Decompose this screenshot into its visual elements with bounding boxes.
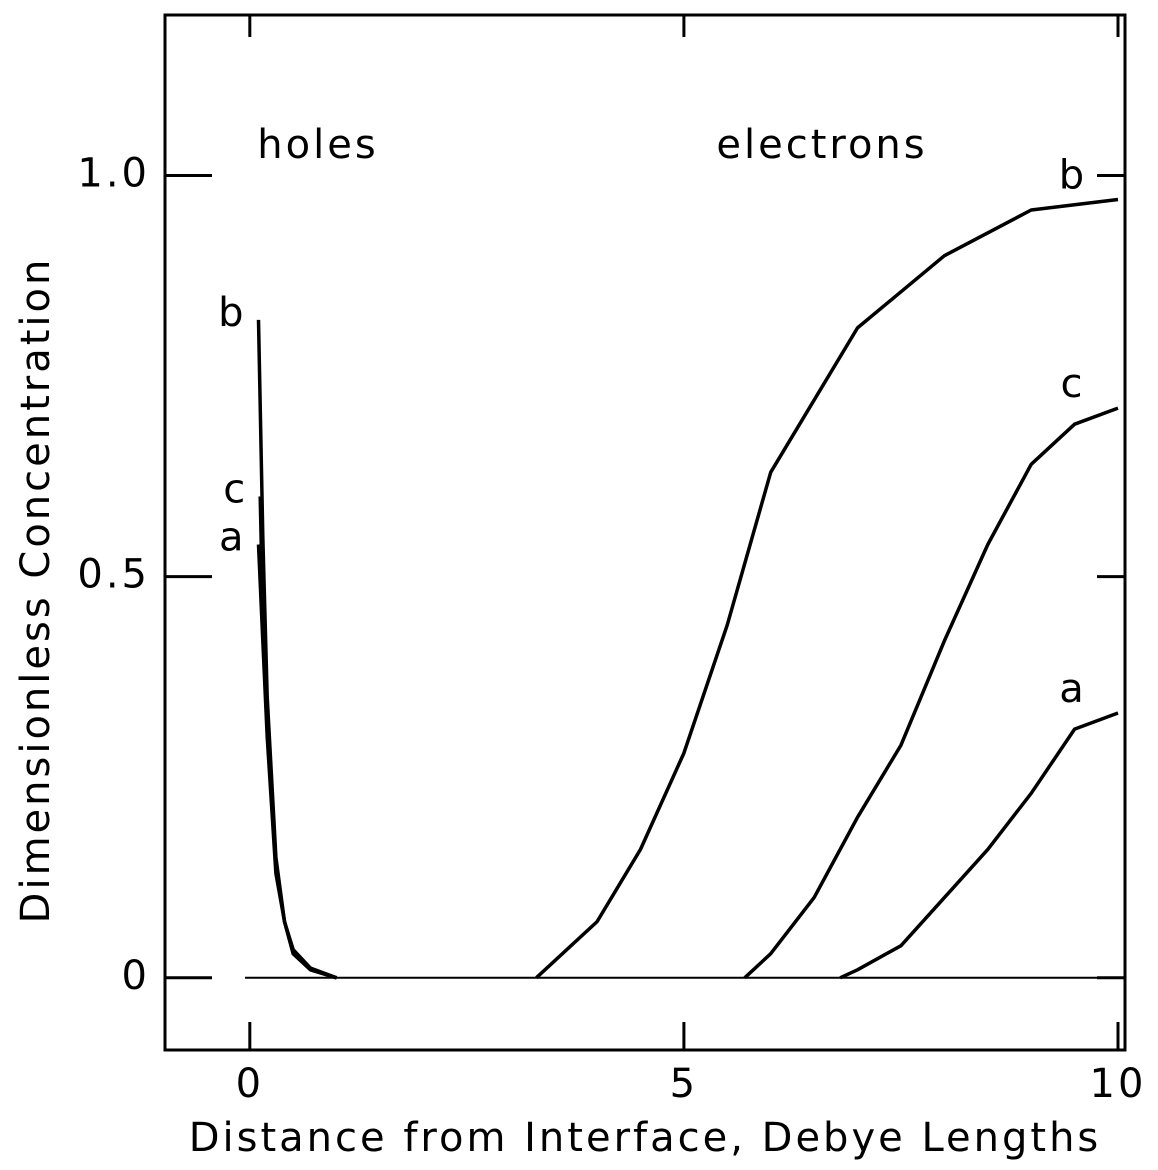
curve-label: b bbox=[218, 290, 246, 336]
annotation: holes bbox=[257, 122, 378, 168]
data-line bbox=[839, 711, 1119, 980]
curve-label: a bbox=[219, 515, 247, 561]
y-tick-label: 0.5 bbox=[77, 552, 150, 598]
data-line bbox=[256, 544, 338, 980]
x-axis-label: Distance from Interface, Debye Lengths bbox=[189, 1115, 1102, 1161]
y-tick-label: 1.0 bbox=[77, 150, 150, 196]
annotation: electrons bbox=[716, 122, 927, 168]
data-line bbox=[258, 496, 338, 980]
x-tick-label: 10 bbox=[1090, 1061, 1147, 1107]
curve-label: b bbox=[1059, 153, 1087, 199]
x-tick-label: 0 bbox=[236, 1061, 264, 1107]
plot-frame bbox=[163, 13, 1127, 1052]
data-line bbox=[535, 197, 1119, 980]
curve-label: a bbox=[1059, 666, 1087, 712]
x-tick-label: 5 bbox=[670, 1061, 698, 1107]
curve-label: c bbox=[223, 466, 248, 512]
y-axis-label: Dimensionless Concentration bbox=[13, 257, 59, 924]
data-line bbox=[256, 319, 338, 980]
data-line bbox=[743, 406, 1119, 980]
curve-label: c bbox=[1061, 361, 1086, 407]
y-tick-label: 0 bbox=[122, 953, 150, 999]
